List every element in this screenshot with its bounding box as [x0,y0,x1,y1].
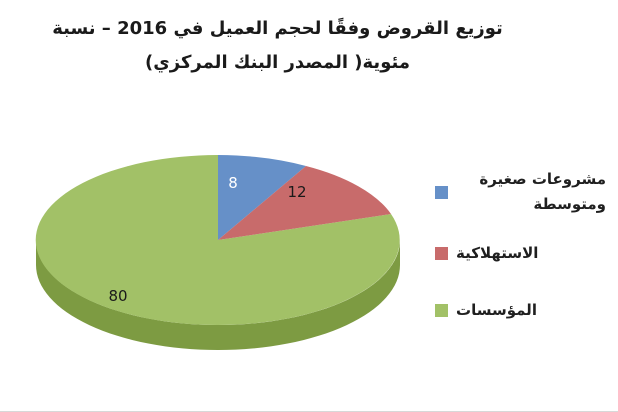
legend-item-consumer: الاستهلاكية [435,241,613,266]
pie-value-institutions: 80 [108,287,127,305]
chart-title: توزيع القروض وفقًا لحجم العميل في 2016 –… [15,12,540,80]
legend-marker-icon [435,247,448,260]
pie-value-small-medium-projects: 8 [228,174,238,192]
chart-title-line-2: مئوية( المصدر البنك المركزي) [145,52,410,73]
pie-chart-svg: 8 12 80 [35,154,400,350]
chart-legend: مشروعات صغيرة ومتوسطة الاستهلاكية المؤسس… [435,167,613,323]
chart-title-line-1: توزيع القروض وفقًا لحجم العميل في 2016 –… [52,18,503,39]
pie-slice-institutions [35,154,400,325]
legend-label-line-1: مشروعات صغيرة [479,170,606,188]
pie-value-consumer: 12 [287,183,306,201]
legend-item-label: مشروعات صغيرة ومتوسطة [456,167,606,217]
legend-item-institutions: المؤسسات [435,298,613,323]
pie-chart: 8 12 80 [16,145,416,365]
legend-label-line-2: ومتوسطة [533,195,606,213]
pie-slice-small-medium-projects [218,155,306,240]
legend-item-label: المؤسسات [456,301,537,319]
legend-item-label: الاستهلاكية [456,244,539,262]
pie-slice-consumer [218,166,391,240]
legend-marker-icon [435,304,448,317]
legend-item-small-medium-projects: مشروعات صغيرة ومتوسطة [435,167,613,217]
pie-side-wall [36,240,400,350]
legend-marker-icon [435,185,448,199]
